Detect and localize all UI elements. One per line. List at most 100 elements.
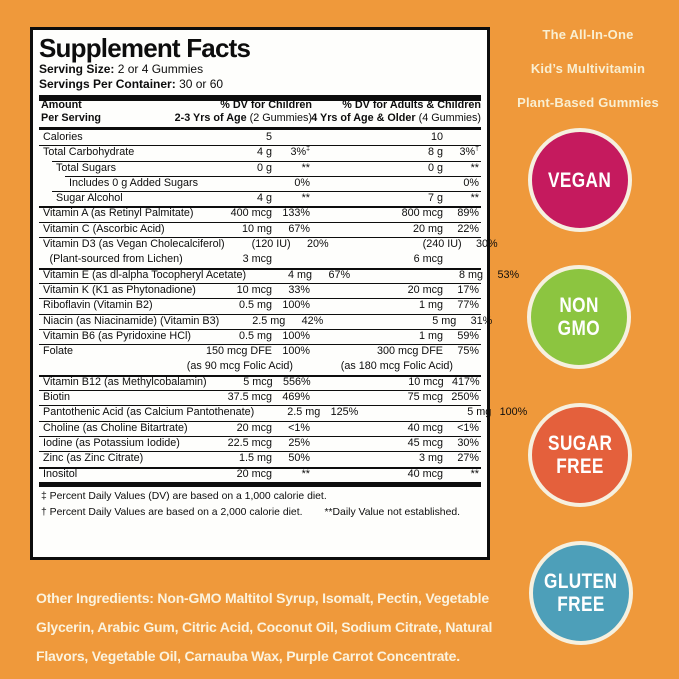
cell-adults-amount: 8 g: [427, 146, 443, 159]
supplement-facts-panel: Supplement Facts Serving Size: 2 or 4 Gu…: [30, 27, 527, 560]
table-row: Calories 5 10: [39, 130, 481, 145]
footnote-dv-not-established: **Daily Value not established.: [324, 506, 461, 518]
cell-children-pct: 556%: [283, 375, 311, 388]
header-children-line2: 2-3 Yrs of Age (2 Gummies): [175, 112, 312, 125]
header-amount: Amount Per Serving: [41, 99, 101, 125]
row-separator: [39, 221, 481, 223]
cell-nutrient-name: (Plant-sourced from Lichen): [49, 253, 183, 266]
table-row: Biotin 37.5 mcg 469% 75 mcg 250%: [39, 390, 481, 405]
cell-children-amount: 2.5 mg: [287, 406, 321, 419]
cell-nutrient-name: Folate: [43, 345, 74, 358]
cell-nutrient-name: Total Carbohydrate: [43, 146, 135, 159]
row-separator: [65, 175, 481, 177]
table-row: Vitamin K (K1 as Phytonadione) 10 mcg 33% 2…: [39, 282, 481, 298]
table-header: Amount Per Serving % DV for Children 2-3…: [39, 99, 481, 130]
cell-children-pct: 125%: [330, 406, 359, 419]
cell-adults-amount: 6 mcg: [413, 253, 443, 266]
badge-gluten-free-label-line2: FREE: [557, 593, 605, 616]
cell-nutrient-name: Niacin (as Niacinamide) (Vitamin B3): [43, 314, 220, 327]
badge-sugar-free-label-line1: SUGAR: [547, 432, 613, 455]
cell-adults-amount: 40 mcg: [407, 467, 443, 480]
cell-nutrient-name: Vitamin A (as Retinyl Palmitate): [43, 207, 194, 220]
cell-adults-pct: 89%: [457, 207, 479, 220]
cell-children-pct: 50%: [288, 452, 310, 465]
cell-nutrient-name: Pantothenic Acid (as Calcium Pantothenat…: [43, 406, 255, 419]
badge-sugar-free: SUGAR FREE: [528, 403, 632, 507]
cell-adults-amount: 1 mg: [418, 329, 443, 342]
header-children-line1: % DV for Children: [220, 99, 312, 111]
cell-adults-pct: [443, 130, 479, 145]
cell-adults-pct: 75%: [457, 345, 479, 358]
table-row: Vitamin B6 (as Pyridoxine HCl) 0.5 mg 100%…: [39, 328, 481, 344]
cell-children-amount: 0 g: [256, 161, 272, 174]
cell-children-amount: 0.5 mg: [238, 329, 272, 342]
header-adults: % DV for Adults & Children 4 Yrs of Age …: [311, 99, 481, 125]
cell-sub-adults: (as 180 mcg Folic Acid): [340, 360, 453, 373]
cell-adults-amount: [310, 176, 443, 191]
other-ingredients: Other Ingredients: Non-GMO Maltitol Syru…: [36, 590, 493, 664]
cell-adults-amount: (240 IU): [422, 238, 462, 251]
cell-adults-amount: 10 mcg: [408, 375, 444, 388]
row-separator: [39, 298, 481, 300]
serving-size-value: 2 or 4 Gummies: [117, 62, 204, 76]
cell-adults-pct: **: [470, 161, 479, 174]
cell-children-amount: 0.5 mg: [238, 299, 272, 312]
tagline-line2: Kid’s Multivitamin: [530, 61, 646, 76]
table-row: Vitamin D3 (as Vegan Cholecalciferol) (12…: [39, 237, 498, 252]
cell-nutrient-name: Inositol: [43, 467, 78, 480]
cell-sub-children: (as 90 mcg Folic Acid): [186, 360, 293, 373]
table-row: Vitamin E (as dl-alpha Tocopheryl Acetat…: [39, 267, 519, 283]
row-separator: [39, 145, 481, 147]
table-row: Inositol 20 mcg ** 40 mcg **: [39, 466, 481, 482]
cell-adults-pct: 3%†: [459, 145, 479, 159]
cell-children-pct: 25%: [288, 436, 310, 449]
tagline: The All-In-One Kid’s Multivitamin Plant-…: [497, 18, 679, 120]
cell-adults-amount: 0 g: [427, 161, 443, 174]
cell-nutrient-name: Vitamin C (Ascorbic Acid): [43, 222, 165, 235]
cell-adults-amount: 8 mg: [459, 268, 484, 281]
supplement-facts-title: Supplement Facts: [39, 33, 251, 63]
table-row: Zinc (as Zinc Citrate) 1.5 mg 50% 3 mg 27%: [39, 451, 481, 466]
badge-non-gmo-label-line1: NON: [559, 294, 599, 317]
cell-children-pct: 0%: [294, 176, 310, 189]
footnote-line2: † Percent Daily Values are based on a 2,…: [41, 505, 479, 521]
row-separator: [52, 191, 481, 193]
cell-adults-pct: 17%: [457, 283, 479, 296]
table-row: Sugar Alcohol 4 g ** 7 g **: [39, 191, 481, 206]
cell-adults-pct: 100%: [499, 406, 528, 419]
row-separator: [39, 405, 481, 407]
cell-children-pct: **: [301, 192, 310, 205]
row-separator: [39, 237, 481, 239]
cell-nutrient-name: Calories: [43, 131, 83, 143]
facts-rows: Calories 5 10 Total Carbohydrate 4 g 3%‡ 8 g 3%…: [39, 130, 527, 482]
cell-adults-pct: 53%: [497, 268, 520, 281]
cell-adults-pct: 77%: [457, 299, 479, 312]
cell-children-amount: 2.5 mg: [252, 314, 286, 327]
servings-per-container-value: 30 or 60: [179, 77, 224, 91]
footnote-1000-calorie: ‡ Percent Daily Values (DV) are based on…: [41, 490, 327, 502]
cell-children-pct: [272, 252, 310, 267]
footnotes: ‡ Percent Daily Values (DV) are based on…: [39, 487, 481, 521]
cell-children-pct: 42%: [301, 314, 324, 327]
cell-children-pct: 100%: [282, 329, 310, 342]
cell-adults-pct: **: [470, 192, 479, 205]
tagline-line3: Plant-Based Gummies: [517, 95, 659, 110]
table-row: Choline (as Choline Bitartrate) 20 mcg <1%…: [39, 420, 481, 436]
table-row: Vitamin B12 (as Methylcobalamin) 5 mcg 556…: [39, 374, 481, 390]
cell-nutrient-name: Zinc (as Zinc Citrate): [43, 452, 144, 465]
cell-adults-pct: 0%: [463, 176, 479, 189]
cell-children-amount: 22.5 mcg: [227, 436, 272, 449]
cell-adults-amount: 20 mg: [412, 222, 443, 235]
cell-adults-amount: 40 mcg: [407, 421, 443, 434]
row-separator: [39, 435, 481, 437]
header-children-age: 2-3 Yrs of Age: [174, 112, 247, 124]
cell-children-pct: **: [301, 467, 310, 480]
row-separator: [39, 282, 481, 284]
cell-nutrient-name: Biotin: [43, 391, 71, 404]
header-adults-line2: 4 Yrs of Age & Older (4 Gummies): [311, 112, 481, 125]
table-row: Folate 150 mcg DFE 100% 300 mcg DFE 75%: [39, 344, 481, 359]
table-row: Pantothenic Acid (as Calcium Pantothenat…: [39, 405, 527, 420]
table-row: Riboflavin (Vitamin B2) 0.5 mg 100% 1 mg 77%: [39, 298, 481, 313]
cell-children-pct: 67%: [328, 268, 351, 281]
header-adults-age: 4 Yrs of Age & Older: [311, 112, 416, 124]
